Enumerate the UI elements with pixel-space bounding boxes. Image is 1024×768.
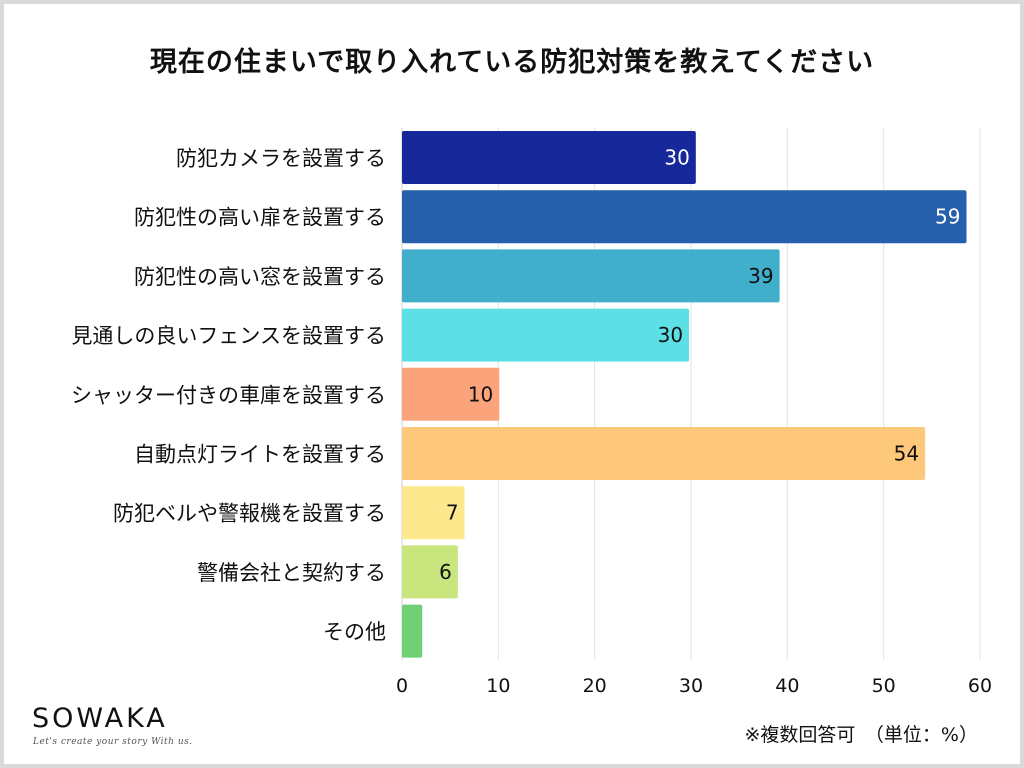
bar-value-label: 59	[935, 205, 960, 229]
bar	[402, 427, 926, 480]
brand-logo: SOWAKA	[32, 703, 168, 734]
bar	[402, 131, 696, 184]
bars: 30 59 39 30 10 54 7 6	[402, 131, 967, 658]
x-tick-label: 0	[396, 675, 408, 697]
bar	[402, 545, 458, 599]
category-label: シャッター付きの車庫を設置する	[71, 383, 386, 407]
category-label: 警備会社と契約する	[197, 561, 386, 585]
x-tick-label: 40	[775, 675, 799, 697]
bar	[402, 486, 465, 540]
category-label: 防犯性の高い窓を設置する	[134, 265, 386, 289]
bar-value-label: 10	[468, 382, 493, 406]
x-tick-labels: 0 10 20 30 40 50 60	[396, 675, 992, 697]
category-label: 防犯ベルや警報機を設置する	[113, 502, 386, 526]
chart-title: 現在の住まいで取り入れている防犯対策を教えてください	[149, 47, 875, 78]
category-labels: 防犯カメラを設置する防犯性の高い扉を設置する防犯性の高い窓を設置する見通しの良い…	[71, 147, 386, 645]
x-tick-label: 50	[872, 675, 896, 697]
bar	[402, 367, 500, 421]
x-tick-label: 60	[968, 675, 992, 697]
bar-value-label: 30	[664, 146, 689, 170]
bar	[402, 249, 780, 303]
bar	[402, 190, 967, 244]
category-label: その他	[323, 620, 386, 644]
bar	[402, 308, 690, 362]
bar-value-label: 6	[439, 560, 452, 584]
category-label: 防犯カメラを設置する	[176, 147, 386, 171]
x-tick-label: 10	[486, 675, 510, 697]
brand-tagline: Let's create your story With us.	[33, 737, 193, 747]
bar-value-label: 7	[446, 501, 459, 525]
x-tick-label: 30	[679, 675, 703, 697]
category-label: 見通しの良いフェンスを設置する	[71, 324, 386, 348]
bar	[402, 604, 423, 658]
bar-value-label: 54	[894, 442, 919, 466]
category-label: 防犯性の高い扉を設置する	[134, 206, 386, 230]
bar-value-label: 39	[748, 264, 773, 288]
footnote: ※複数回答可 （単位：%）	[744, 724, 978, 746]
bar-value-label: 30	[658, 323, 683, 347]
x-tick-label: 20	[583, 675, 607, 697]
category-label: 自動点灯ライトを設置する	[134, 443, 386, 467]
